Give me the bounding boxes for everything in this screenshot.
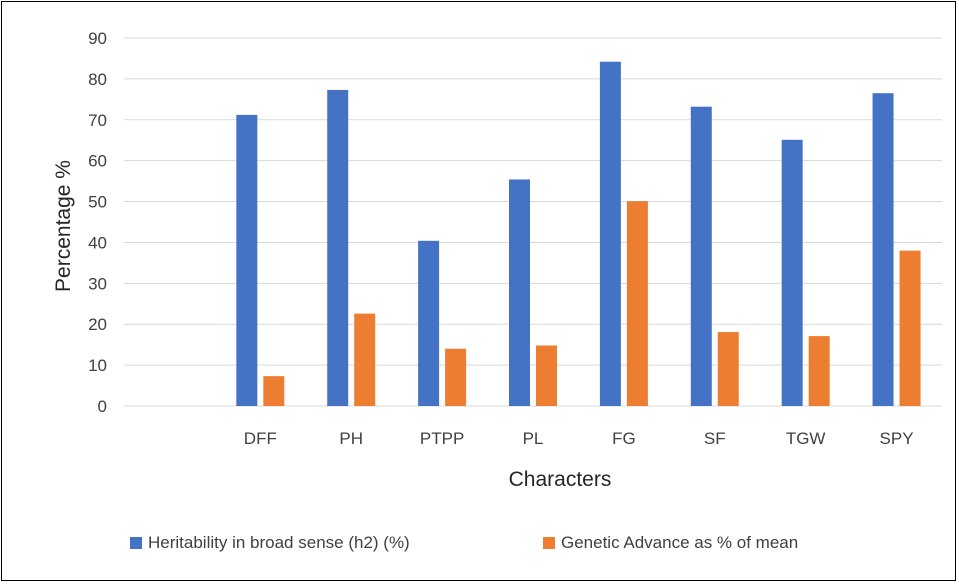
y-tick-label: 70 (88, 111, 107, 130)
y-axis-title: Percentage % (52, 160, 75, 292)
bar-genetic-advance-spy (899, 250, 921, 406)
legend: Heritability in broad sense (h2) (%) Gene… (130, 533, 798, 552)
bar-genetic-advance-pl (536, 345, 557, 406)
x-tick-label: PTPP (420, 429, 464, 448)
bar-genetic-advance-ptpp (445, 348, 467, 406)
y-tick-label: 10 (88, 356, 107, 375)
x-tick-label: DFF (244, 429, 277, 448)
bar-heritability-spy (872, 93, 894, 406)
bar-heritability-ptpp (418, 240, 440, 406)
bar-genetic-advance-fg (626, 201, 648, 406)
y-tick-label: 50 (88, 193, 107, 212)
legend-swatch (130, 537, 142, 549)
legend-label: Heritability in broad sense (h2) (%) (148, 533, 410, 552)
bar-heritability-ph (327, 89, 349, 406)
legend-label: Genetic Advance as % of mean (561, 533, 798, 552)
bar-genetic-advance-dff (263, 376, 285, 406)
y-tick-label: 90 (88, 29, 107, 48)
bars (236, 61, 921, 407)
x-axis-ticks: DFF PH PTPP PL FG SF TGW SPY (244, 429, 914, 448)
y-tick-label: 80 (88, 70, 107, 89)
bar-heritability-sf (690, 106, 712, 407)
bar-heritability-dff (236, 114, 258, 407)
y-tick-label: 40 (88, 233, 107, 252)
x-tick-label: TGW (786, 429, 826, 448)
x-tick-label: FG (612, 429, 636, 448)
x-tick-label: PH (339, 429, 363, 448)
bar-heritability-fg (599, 61, 621, 407)
bar-genetic-advance-sf (717, 331, 739, 406)
x-tick-label: PL (523, 429, 544, 448)
bar-genetic-advance-tgw (808, 336, 830, 406)
y-tick-label: 60 (88, 152, 107, 171)
y-axis-ticks: 0 10 20 30 40 50 60 70 80 90 (88, 29, 107, 416)
x-tick-label: SF (704, 429, 726, 448)
y-tick-label: 30 (88, 274, 107, 293)
bar-heritability-tgw (781, 139, 803, 406)
bar-heritability-pl (509, 179, 530, 406)
y-tick-label: 0 (98, 397, 107, 416)
x-axis-title: Characters (509, 468, 612, 491)
y-tick-label: 20 (88, 315, 107, 334)
gridlines (124, 37, 942, 407)
x-tick-label: SPY (880, 429, 914, 448)
legend-swatch (543, 537, 555, 549)
bar-genetic-advance-ph (354, 313, 376, 406)
